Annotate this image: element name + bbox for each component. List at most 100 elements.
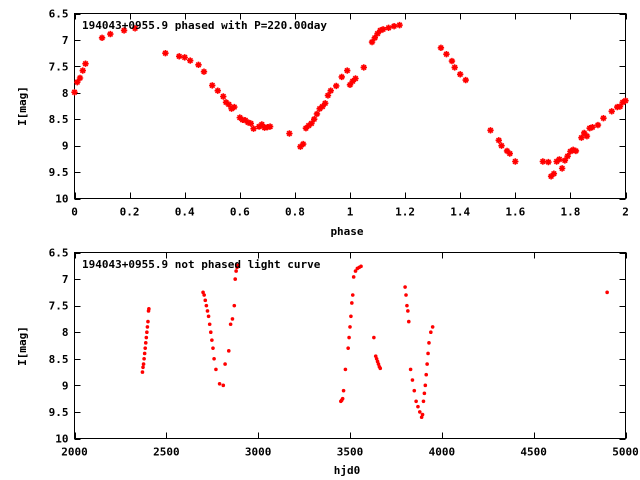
data-point-star [181,54,188,61]
data-point-star [79,67,86,74]
data-point-star [586,125,593,132]
data-point [425,362,429,366]
data-point [212,356,216,361]
data-point-star [244,119,252,126]
data-point [223,362,227,366]
data-point [341,388,346,393]
data-point-star [572,147,580,155]
data-point-star [162,49,169,57]
data-point-star [360,64,367,71]
data-point-star [71,89,78,96]
data-point-star [200,68,208,75]
data-point-star [448,57,456,65]
data-point-star [98,34,106,42]
data-point [406,309,410,313]
unphased-light-curve-chart: 2000 2500 3000 3500 4000 4500 5000 6.5 7 7.5 8 8.5… [16,247,639,478]
y-tick-label: 9 [62,140,69,153]
data-point-star [589,123,596,131]
data-point-star [258,121,266,128]
data-point [233,277,238,281]
data-point [350,301,354,305]
data-point [423,383,428,388]
data-point-star [255,123,263,130]
data-point-star [368,38,376,46]
data-point-star [495,137,502,144]
x-tick-label: 2500 [153,446,180,459]
y-tick-label: 10 [55,433,68,446]
data-point [145,325,150,329]
x-tick-label: 0.4 [175,206,195,219]
data-point [430,325,435,329]
data-point [406,319,411,324]
x-tick-label: 0 [71,206,78,219]
x-tick-label: 3000 [245,446,272,459]
data-point-star [503,147,511,155]
data-point-star [379,26,387,33]
data-point-star [266,123,274,130]
data-point-star [236,114,243,121]
data-point-star [222,99,230,106]
data-point [141,365,145,370]
x-tick-label: 0.2 [120,206,140,219]
data-point-star [247,120,255,127]
data-point-star [195,61,202,68]
data-point-star [352,75,359,82]
y-tick-label: 10 [55,193,68,206]
y-tick-label: 8.5 [49,113,69,126]
data-point-star [297,143,304,150]
data-point-star [371,34,378,42]
data-point-star [594,121,602,129]
data-point [142,351,147,356]
y-tick-label: 7.5 [49,60,69,73]
data-point-star [338,73,345,81]
y-axis-label: I[mag] [16,326,29,366]
data-point-star [302,125,310,132]
data-point [145,330,149,335]
data-point-star [349,77,356,85]
data-point [234,269,238,273]
data-point [353,269,358,273]
data-point-star [120,27,128,34]
x-tick-label: 4500 [520,446,547,459]
data-point-star [313,110,321,118]
data-point [417,410,422,414]
data-point-star [76,74,84,82]
phased-light-curve-chart: 0 0.2 0.4 0.6 0.8 1 1.2 1.4 1.6 1.8 2 6.5 7 7.5 8 8.5 9… [16,8,629,239]
data-point [426,351,430,356]
data-point-star [578,134,585,141]
x-tick-labels: 0 0.2 0.4 0.6 0.8 1 1.2 1.4 1.6 1.8 2 [71,206,629,219]
data-point-star [451,64,458,71]
data-point-star [346,81,354,89]
y-tick-label: 7 [62,34,69,47]
data-point [412,388,417,393]
x-tick-label: 0.8 [285,206,305,219]
data-point-star [333,82,340,90]
data-point-star [242,117,249,124]
data-point [420,412,425,417]
data-point-star [512,158,519,165]
data-point [144,335,149,340]
data-point [142,356,146,361]
x-axis-label: phase [330,225,363,238]
data-point-star [622,97,629,104]
data-point [143,346,148,350]
data-point [421,399,426,404]
data-point [230,317,235,321]
data-point-star [327,87,334,94]
data-points [140,263,609,420]
data-point [202,293,206,297]
data-point-star [569,146,577,154]
data-point-star [437,44,445,52]
data-point [141,362,146,366]
x-tick-label: 2000 [61,446,88,459]
data-point-star [214,87,221,94]
data-point [221,383,226,388]
data-point [226,349,231,353]
data-point-star [209,82,216,89]
data-point [207,322,212,327]
data-point-star [583,132,591,140]
data-point-star [462,76,469,84]
data-point-star [558,165,566,172]
chart-title: 194043+0955.9 phased with P=220.00day [82,19,327,32]
